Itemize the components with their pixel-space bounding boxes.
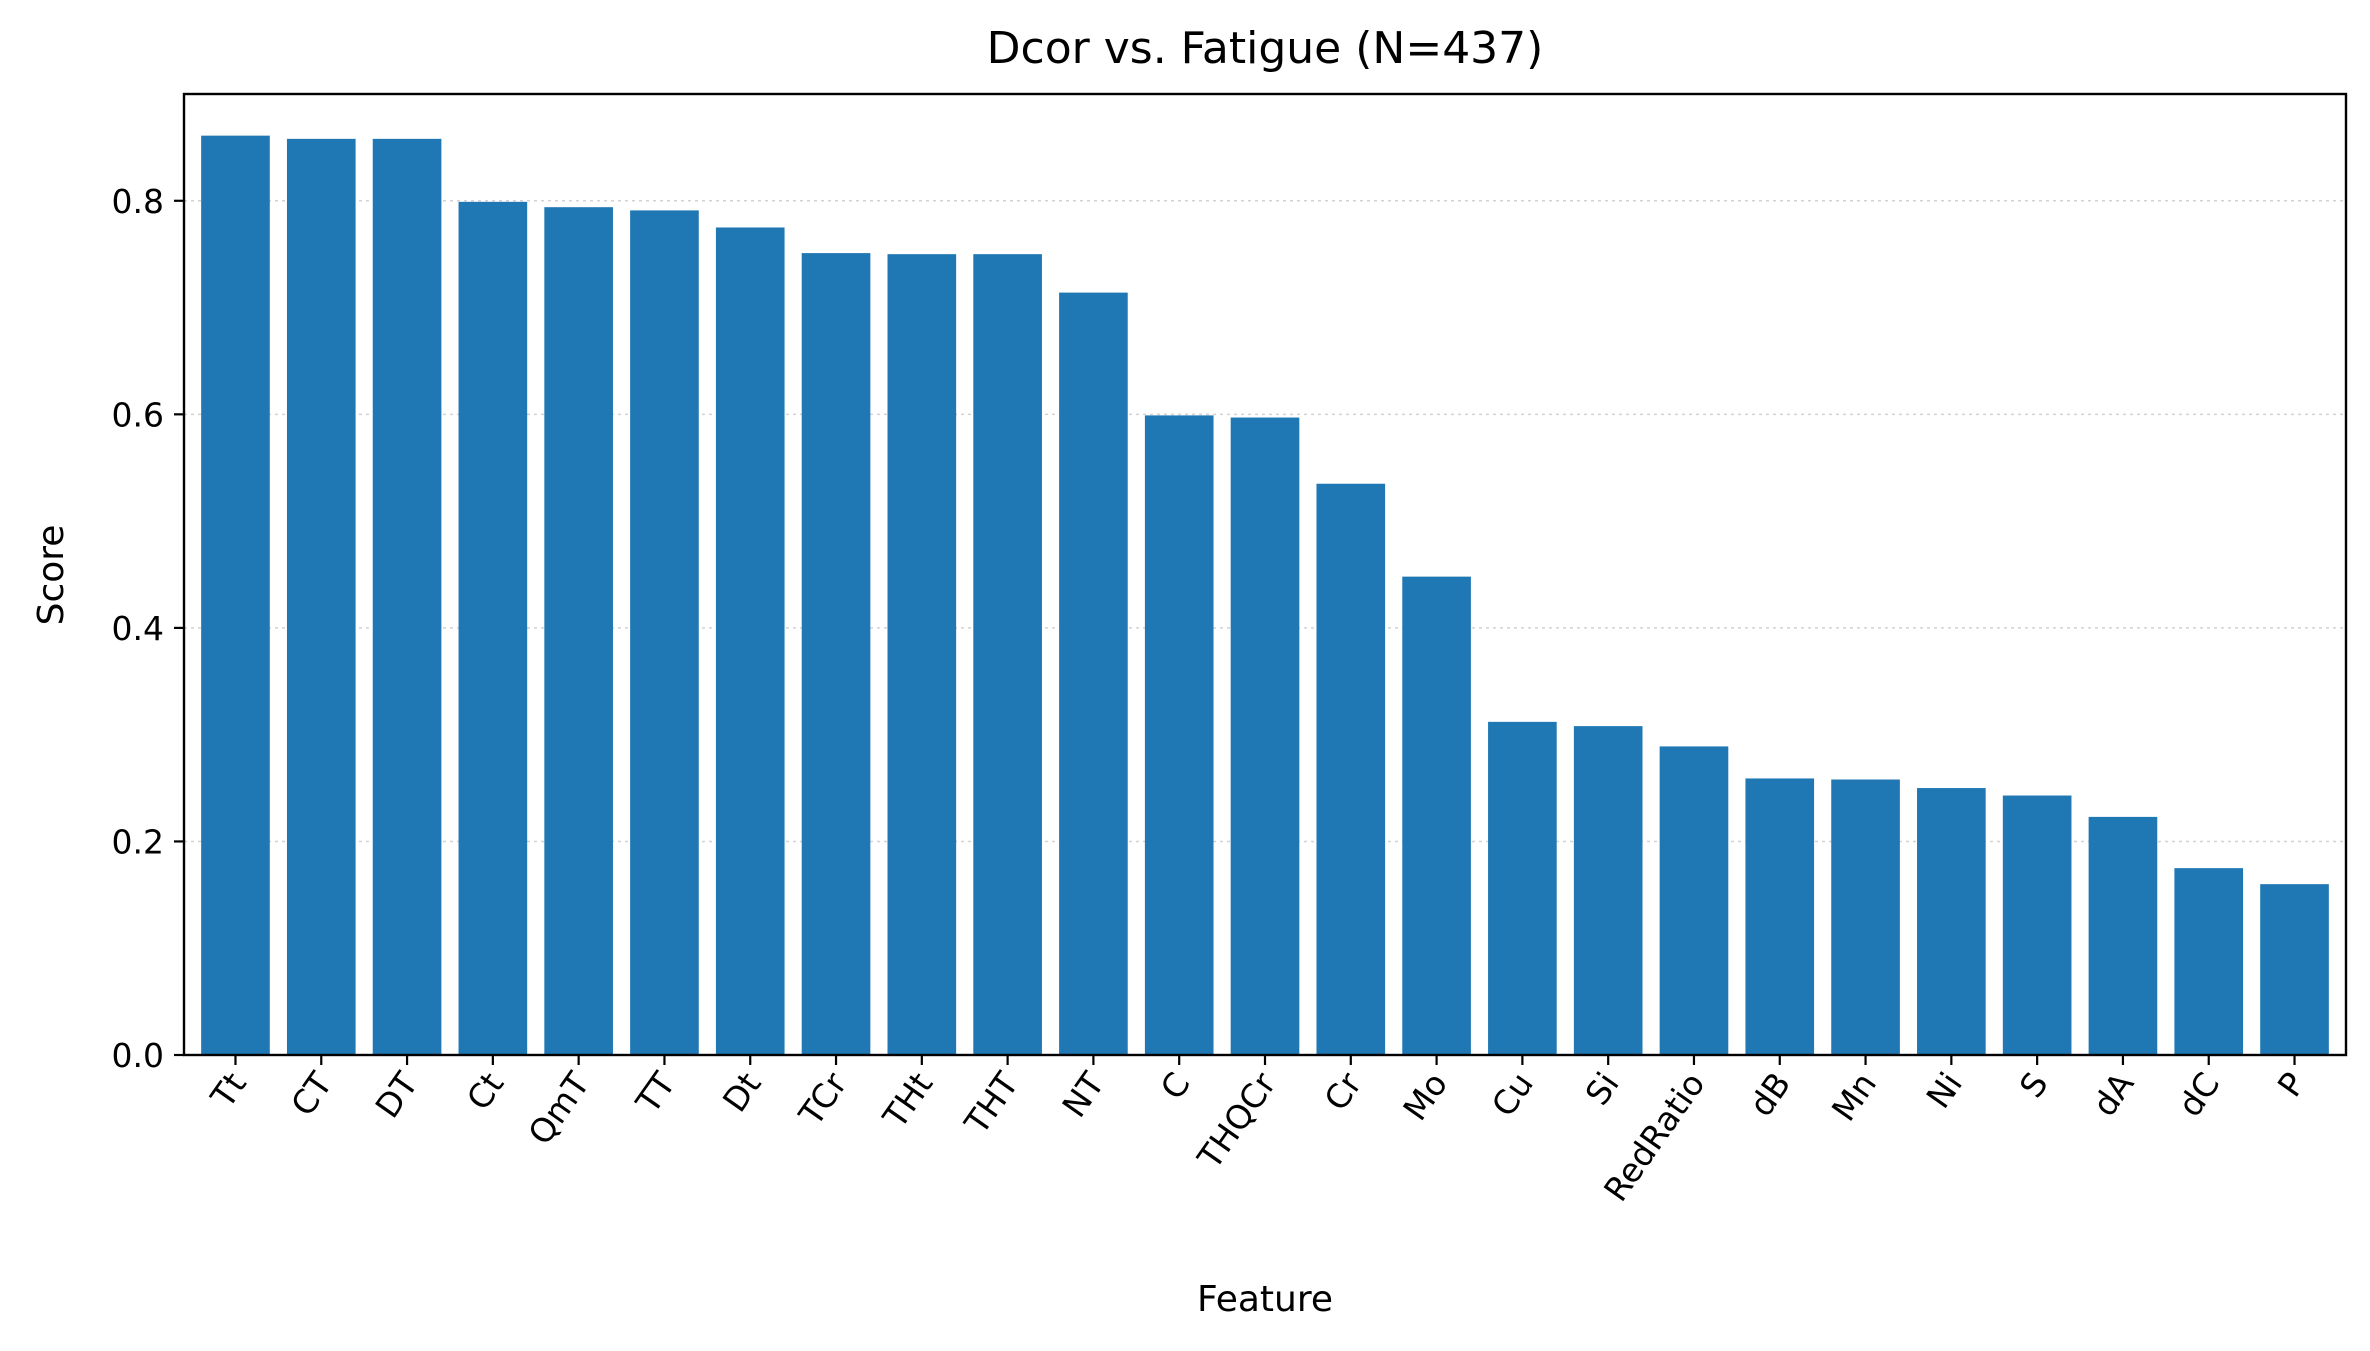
bar-ni xyxy=(1917,788,1986,1055)
x-tick-label: QmT xyxy=(520,1065,597,1152)
bar-c xyxy=(1144,415,1214,1055)
bars xyxy=(201,135,2329,1056)
bar-ct xyxy=(458,201,528,1055)
bar-dt xyxy=(372,138,442,1055)
x-tick-label: Dt xyxy=(715,1065,769,1119)
bar-mo xyxy=(1402,576,1471,1055)
bar-si xyxy=(1573,726,1643,1055)
x-tick-label: CT xyxy=(283,1065,340,1123)
y-tick-label: 0.0 xyxy=(112,1036,164,1075)
y-axis-label: Score xyxy=(31,525,72,626)
bar-tt xyxy=(201,135,270,1056)
bar-s xyxy=(2002,795,2072,1055)
bar-mn xyxy=(1831,779,1900,1055)
x-tick-label: Si xyxy=(1578,1065,1627,1112)
x-tick-label: THT xyxy=(956,1065,1026,1142)
x-tick-label: DT xyxy=(368,1065,427,1125)
x-tick-label: TT xyxy=(628,1065,684,1121)
chart-title: Dcor vs. Fatigue (N=437) xyxy=(987,23,1544,74)
x-tick-label: dA xyxy=(2085,1065,2142,1123)
bar-tht xyxy=(887,254,957,1055)
x-tick-label: Ct xyxy=(459,1065,512,1117)
bar-tt xyxy=(630,210,699,1056)
bar-dc xyxy=(2174,868,2244,1055)
bar-tht xyxy=(973,254,1042,1055)
x-tick-label: THQCr xyxy=(1189,1065,1283,1177)
bar-dt xyxy=(715,227,785,1055)
x-tick-label: THt xyxy=(875,1065,941,1136)
x-tick-label: dB xyxy=(1741,1065,1798,1123)
y-axis-ticks: 0.0 0.2 0.4 0.6 0.8 xyxy=(112,182,184,1075)
x-tick-label: P xyxy=(2270,1065,2313,1104)
plot-frame xyxy=(182,92,2348,1057)
x-tick-label: Cu xyxy=(1484,1065,1541,1123)
x-tick-label: Mn xyxy=(1824,1065,1884,1128)
bar-p xyxy=(2260,884,2329,1055)
bar-cr xyxy=(1316,483,1386,1055)
y-tick-label: 0.4 xyxy=(112,609,164,648)
bar-db xyxy=(1745,778,1815,1055)
y-tick-label: 0.2 xyxy=(112,822,164,861)
x-axis-label: Feature xyxy=(1197,1279,1333,1320)
y-tick-label: 0.6 xyxy=(112,395,164,434)
x-tick-label: Cr xyxy=(1316,1065,1369,1118)
x-tick-label: NT xyxy=(1054,1065,1112,1125)
x-tick-label: Ni xyxy=(1919,1065,1970,1115)
x-tick-label: TCr xyxy=(791,1065,855,1133)
bar-thqcr xyxy=(1230,417,1300,1056)
bar-cu xyxy=(1488,721,1557,1055)
x-tick-label: Tt xyxy=(203,1065,255,1115)
bar-tcr xyxy=(801,253,871,1056)
y-tick-label: 0.8 xyxy=(112,182,164,221)
bar-ct xyxy=(286,138,356,1055)
x-tick-label: dC xyxy=(2170,1065,2227,1123)
x-tick-label: Mo xyxy=(1395,1065,1455,1127)
bar-qmt xyxy=(544,207,613,1055)
bar-nt xyxy=(1059,292,1128,1055)
x-tick-label: C xyxy=(1153,1065,1198,1106)
bar-da xyxy=(2088,816,2158,1055)
bar-redratio xyxy=(1659,746,1729,1055)
x-tick-label: S xyxy=(2012,1065,2056,1105)
